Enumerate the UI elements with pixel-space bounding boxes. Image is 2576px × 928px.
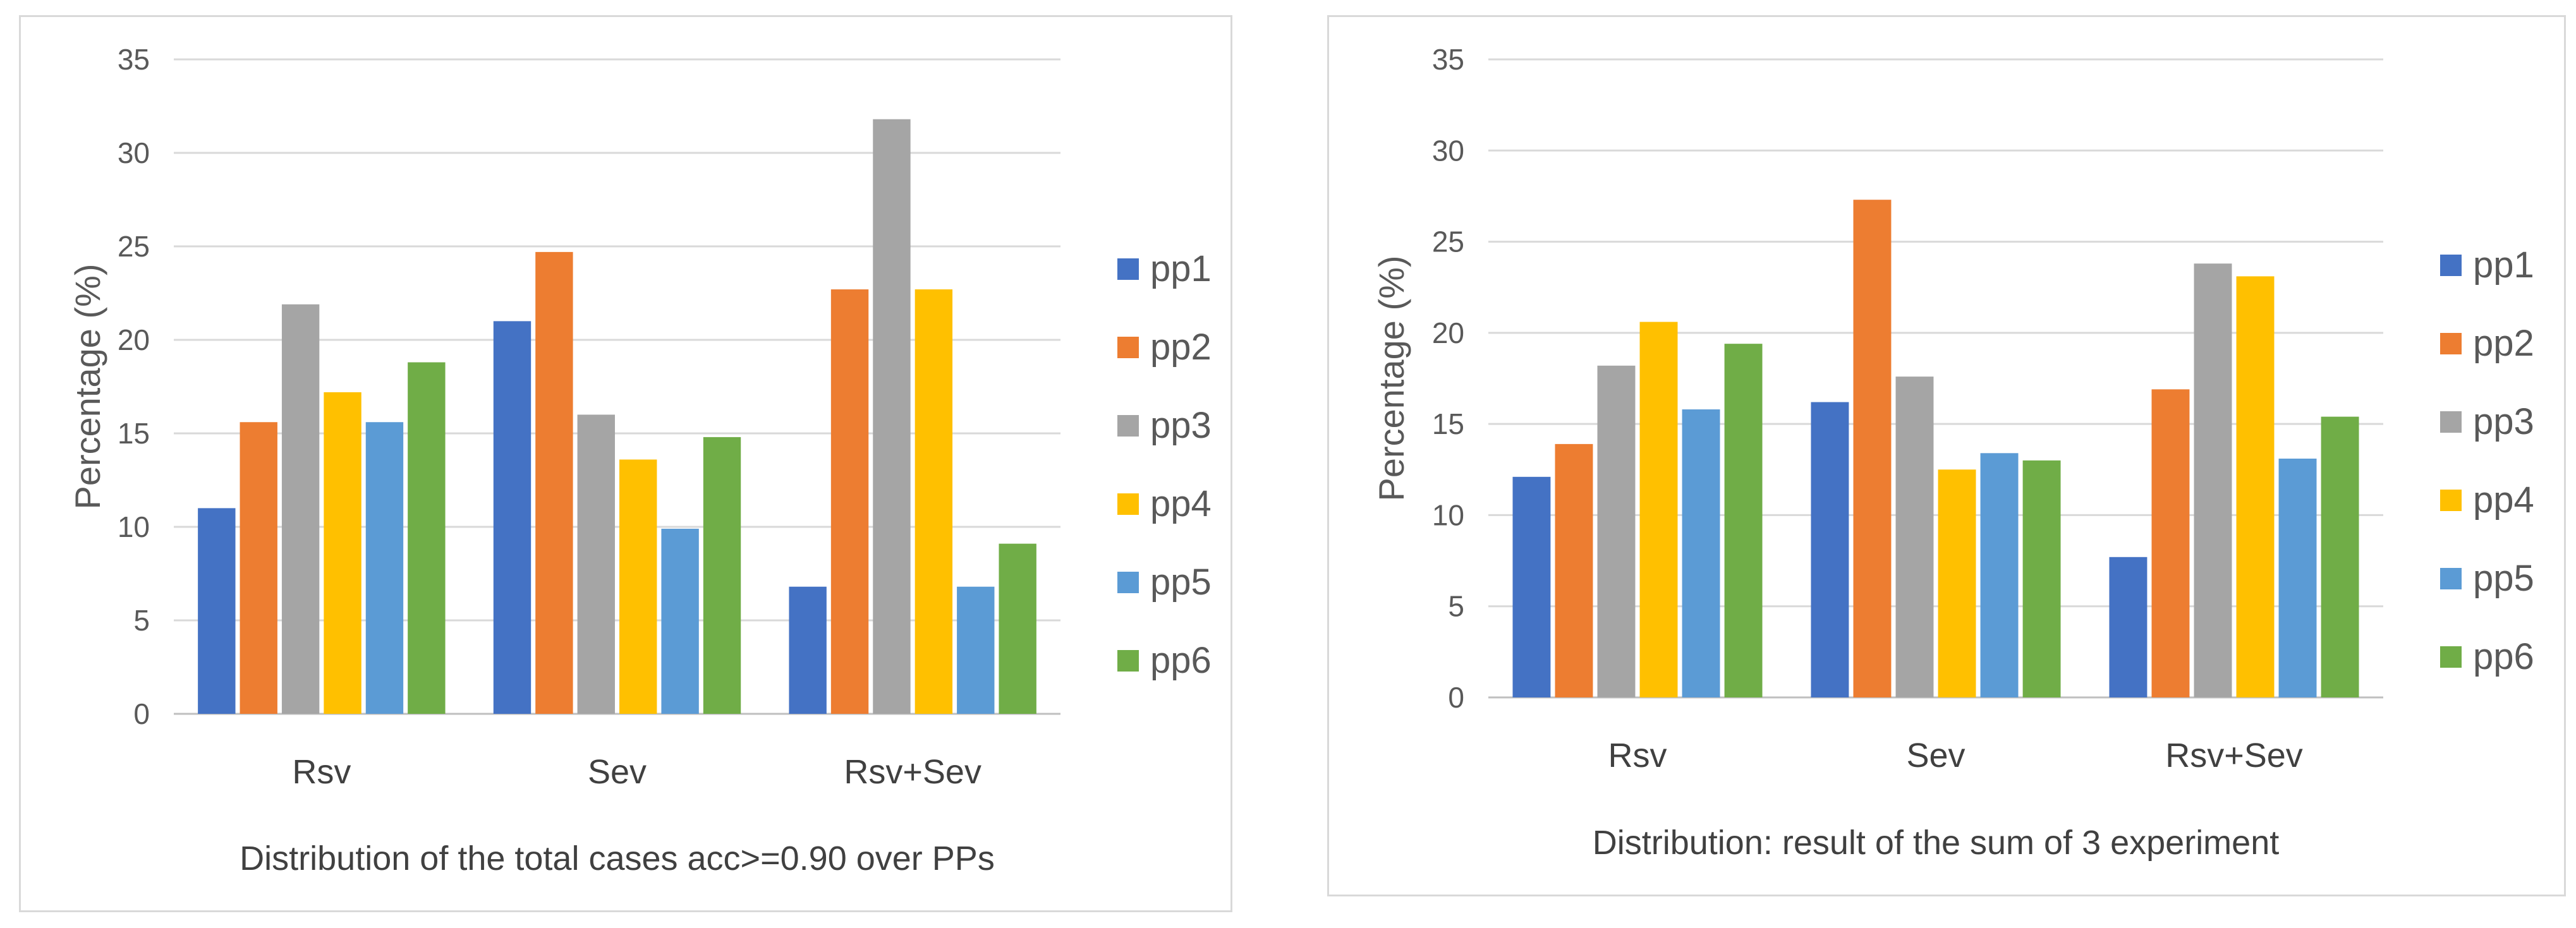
chart-caption: Distribution of the total cases acc>=0.9… xyxy=(240,840,995,877)
y-tick-label: 10 xyxy=(1432,498,1464,531)
y-tick-label: 0 xyxy=(1448,681,1464,714)
y-tick-label: 35 xyxy=(118,43,150,76)
bar-pp6-rsv-sev xyxy=(2321,416,2359,697)
bar-pp6-rsv xyxy=(1724,344,1763,697)
x-category-label: Rsv xyxy=(292,753,351,791)
chart-panel-right: 0 5 10 15 20 25 30 35 Percentage (%) Rsv Sev Rsv+Se… xyxy=(1327,15,2566,896)
y-axis-label: Percentage (%) xyxy=(1371,255,1411,501)
y-tick-label: 10 xyxy=(118,510,150,543)
bar-pp1-rsv-sev xyxy=(789,586,827,714)
x-category-label: Sev xyxy=(1906,737,1965,774)
legend-swatch-pp3 xyxy=(2440,411,2462,433)
legend-label-pp5: pp5 xyxy=(1150,562,1212,603)
y-tick-label: 5 xyxy=(133,604,150,637)
legend-swatch-pp6 xyxy=(1117,650,1139,672)
bar-pp3-rsv xyxy=(281,304,320,714)
legend-label-pp2: pp2 xyxy=(1150,327,1212,368)
legend-swatch-pp4 xyxy=(1117,493,1139,515)
bar-pp4-rsv-sev xyxy=(2236,276,2275,697)
chart-caption: Distribution: result of the sum of 3 exp… xyxy=(1593,824,2280,862)
legend-swatch-pp5 xyxy=(1117,572,1139,593)
legend-label-pp1: pp1 xyxy=(2473,244,2534,286)
bar-pp4-rsv xyxy=(1639,322,1678,697)
x-category-label: Rsv+Sev xyxy=(2165,737,2303,774)
bar-pp4-sev xyxy=(619,459,657,714)
legend-label-pp5: pp5 xyxy=(2473,558,2534,599)
legend-label-pp6: pp6 xyxy=(2473,636,2534,677)
y-tick-label: 20 xyxy=(1432,316,1464,349)
legend-label-pp1: pp1 xyxy=(1150,248,1212,289)
bar-pp6-sev xyxy=(2022,460,2061,697)
bar-pp6-sev xyxy=(703,437,741,714)
y-tick-label: 25 xyxy=(118,230,150,263)
legend-swatch-pp6 xyxy=(2440,646,2462,668)
y-tick-label: 5 xyxy=(1448,590,1464,623)
legend-swatch-pp3 xyxy=(1117,415,1139,437)
bar-pp2-sev xyxy=(535,251,573,714)
legend-swatch-pp1 xyxy=(2440,255,2462,276)
y-tick-label: 35 xyxy=(1432,43,1464,76)
y-tick-label: 15 xyxy=(1432,407,1464,440)
y-tick-label: 30 xyxy=(1432,134,1464,167)
y-tick-label: 25 xyxy=(1432,226,1464,258)
bar-pp4-rsv-sev xyxy=(914,289,953,714)
y-tick-label: 20 xyxy=(118,323,150,356)
legend-label-pp4: pp4 xyxy=(2473,479,2534,521)
legend-swatch-pp5 xyxy=(2440,568,2462,589)
bar-pp2-rsv-sev xyxy=(830,289,869,714)
legend-swatch-pp2 xyxy=(2440,333,2462,354)
bar-pp6-rsv-sev xyxy=(999,543,1036,714)
chart-left: 0 5 10 15 20 25 30 35 Percentage (%) Rsv Sev Rsv+Se… xyxy=(68,43,1212,877)
bar-pp1-rsv-sev xyxy=(2109,557,2148,697)
bar-pp5-sev xyxy=(1980,453,2019,697)
bar-pp5-rsv-sev xyxy=(957,586,995,714)
bar-pp4-sev xyxy=(1938,469,1976,697)
bar-pp2-rsv xyxy=(1555,443,1593,697)
bar-pp3-sev xyxy=(1895,377,1934,697)
y-tick-label: 30 xyxy=(118,136,150,169)
bar-pp3-rsv xyxy=(1597,365,1636,697)
bar-pp1-rsv xyxy=(1512,476,1551,697)
bar-pp5-rsv-sev xyxy=(2278,458,2317,697)
x-category-label: Rsv+Sev xyxy=(844,753,981,791)
bar-pp4-rsv xyxy=(324,392,361,714)
y-tick-label: 0 xyxy=(133,697,150,730)
chart-panel-left: 0 5 10 15 20 25 30 35 Percentage (%) Rsv Sev Rsv+Se… xyxy=(19,15,1232,912)
bar-pp3-rsv-sev xyxy=(2194,263,2232,697)
bar-pp5-rsv xyxy=(1682,409,1720,697)
bar-pp6-rsv xyxy=(408,362,446,714)
legend-swatch-pp1 xyxy=(1117,258,1139,280)
bar-pp3-rsv-sev xyxy=(873,119,911,714)
legend-label-pp3: pp3 xyxy=(1150,405,1212,446)
legend-label-pp4: pp4 xyxy=(1150,483,1212,524)
bar-pp2-rsv-sev xyxy=(2151,389,2190,697)
y-tick-label: 15 xyxy=(118,417,150,450)
legend-label-pp2: pp2 xyxy=(2473,323,2534,364)
y-axis-label: Percentage (%) xyxy=(68,263,107,509)
x-category-label: Rsv xyxy=(1608,737,1667,774)
bar-pp2-rsv xyxy=(240,422,277,714)
bar-pp1-sev xyxy=(1811,402,1849,697)
legend-label-pp6: pp6 xyxy=(1150,640,1212,681)
bar-pp1-sev xyxy=(493,321,532,714)
legend-label-pp3: pp3 xyxy=(2473,401,2534,442)
x-category-label: Sev xyxy=(588,753,647,791)
legend-swatch-pp4 xyxy=(2440,490,2462,511)
bar-pp3-sev xyxy=(577,414,615,714)
bar-pp5-rsv xyxy=(365,422,404,714)
bar-pp2-sev xyxy=(1853,200,1892,697)
bar-pp5-sev xyxy=(661,528,699,714)
bar-pp1-rsv xyxy=(198,508,236,714)
legend-swatch-pp2 xyxy=(1117,337,1139,358)
chart-right: 0 5 10 15 20 25 30 35 Percentage (%) Rsv Sev Rsv+Se… xyxy=(1371,43,2534,862)
